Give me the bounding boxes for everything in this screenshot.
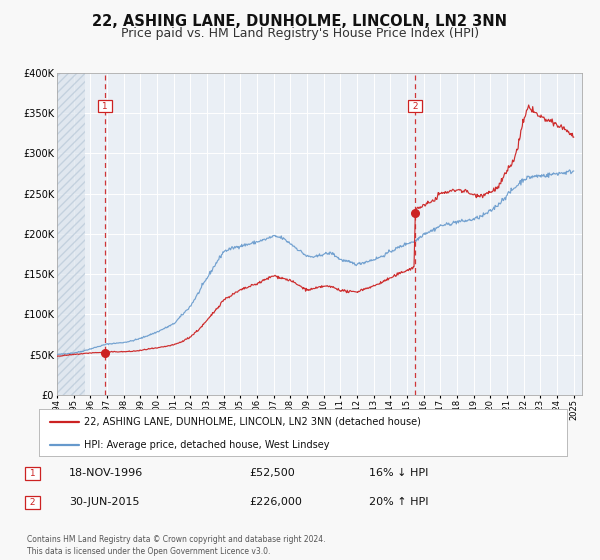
Bar: [57, 73, 85, 395]
Text: £52,500: £52,500: [249, 468, 295, 478]
Text: 1: 1: [99, 102, 111, 111]
Text: 1: 1: [27, 469, 38, 478]
Text: 16% ↓ HPI: 16% ↓ HPI: [369, 468, 428, 478]
Text: 22, ASHING LANE, DUNHOLME, LINCOLN, LN2 3NN (detached house): 22, ASHING LANE, DUNHOLME, LINCOLN, LN2 …: [84, 417, 421, 427]
Text: 20% ↑ HPI: 20% ↑ HPI: [369, 497, 428, 507]
Text: 22, ASHING LANE, DUNHOLME, LINCOLN, LN2 3NN: 22, ASHING LANE, DUNHOLME, LINCOLN, LN2 …: [92, 14, 508, 29]
Text: Contains HM Land Registry data © Crown copyright and database right 2024.
This d: Contains HM Land Registry data © Crown c…: [27, 535, 325, 556]
Text: 2: 2: [27, 498, 38, 507]
Text: £226,000: £226,000: [249, 497, 302, 507]
Text: 30-JUN-2015: 30-JUN-2015: [69, 497, 139, 507]
Text: 2: 2: [410, 102, 421, 111]
Text: Price paid vs. HM Land Registry's House Price Index (HPI): Price paid vs. HM Land Registry's House …: [121, 27, 479, 40]
Text: HPI: Average price, detached house, West Lindsey: HPI: Average price, detached house, West…: [84, 440, 329, 450]
Text: 18-NOV-1996: 18-NOV-1996: [69, 468, 143, 478]
